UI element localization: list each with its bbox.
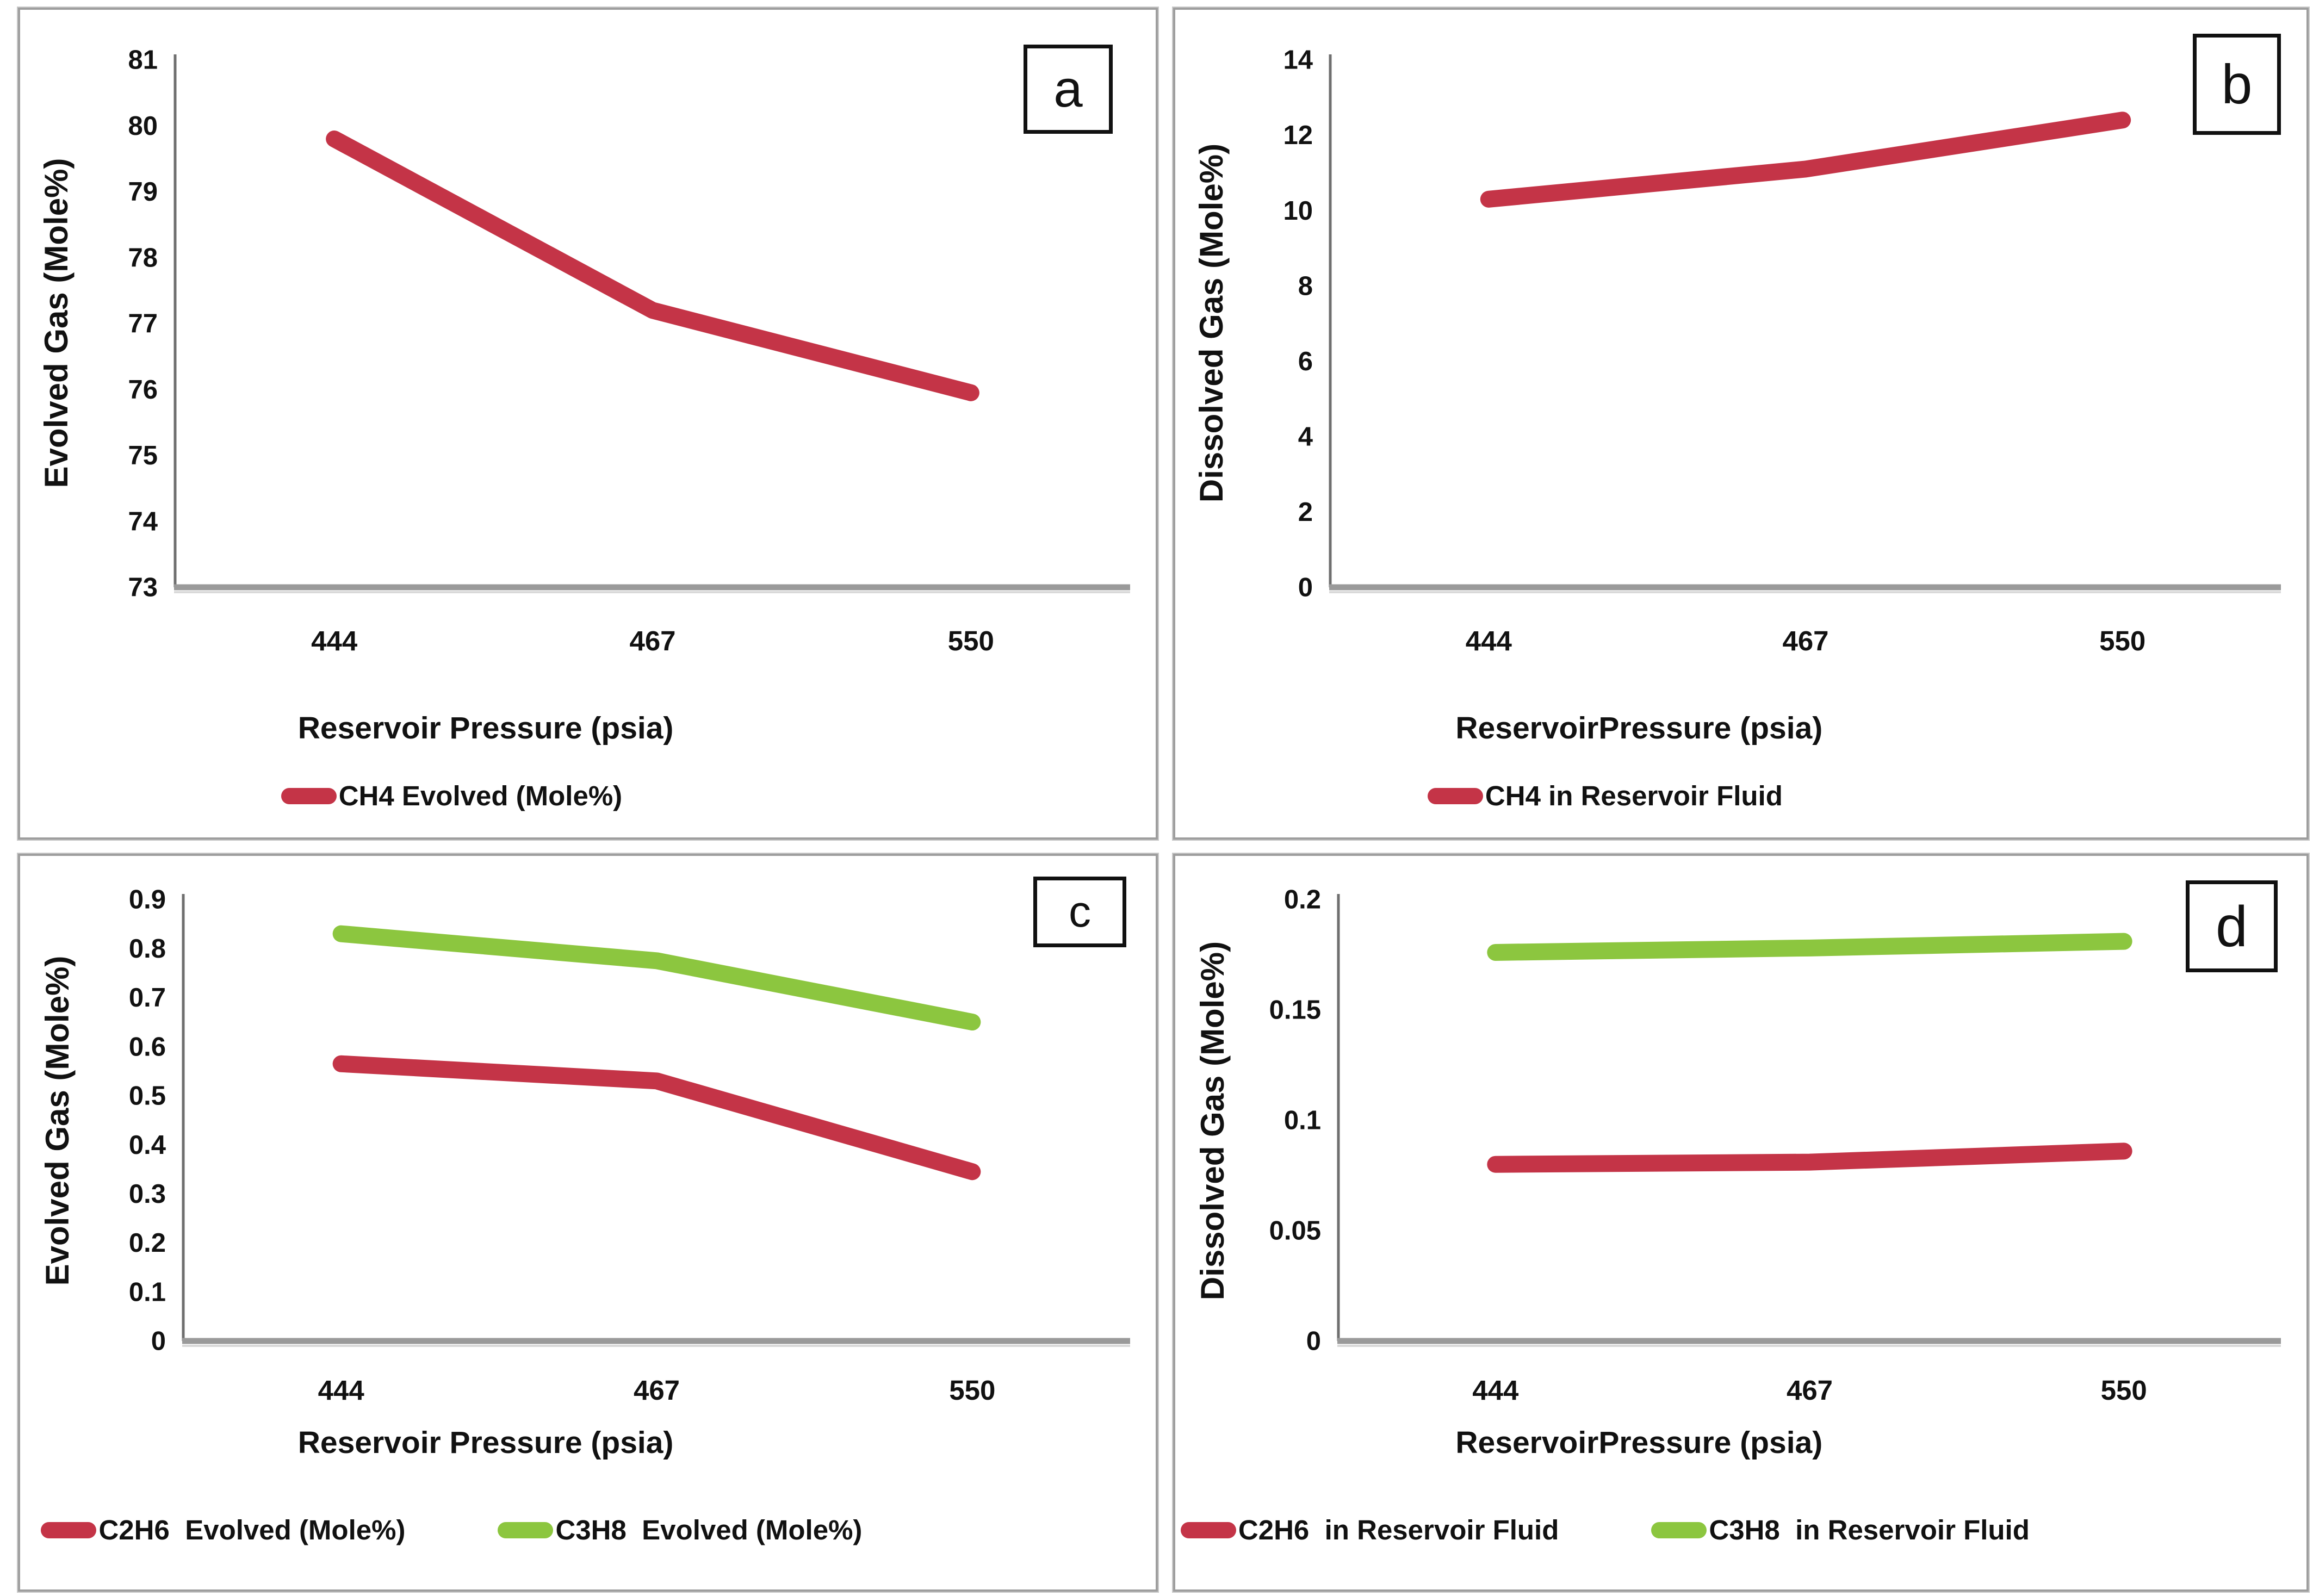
legend: CH4 Evolved (Mole%) bbox=[20, 780, 883, 811]
x-axis-title: ReservoirPressure (psia) bbox=[1455, 1425, 1823, 1460]
y-tick-label: 0 bbox=[1306, 1327, 1321, 1356]
x-axis-title: Reservoir Pressure (psia) bbox=[297, 1425, 674, 1460]
y-tick-label: 75 bbox=[128, 441, 158, 470]
series-line-red bbox=[326, 131, 979, 401]
legend-label: C2H6 in Reservoir Fluid bbox=[1238, 1514, 1559, 1545]
y-tick-label: 0.15 bbox=[1269, 996, 1321, 1025]
plot-area: 0 0.1 0.2 0.3 0.4 0.5 0.6 0.7 0.8 0.9 444 467 550 bbox=[129, 885, 1130, 1406]
y-tick-label: 2 bbox=[1298, 498, 1313, 527]
y-tick-label: 4 bbox=[1298, 423, 1313, 452]
x-tick-label: 550 bbox=[2099, 625, 2145, 656]
x-axis-title: Reservoir Pressure (psia) bbox=[297, 711, 674, 746]
y-tick-label: 80 bbox=[128, 111, 158, 141]
panel-label-box: b bbox=[2193, 34, 2281, 135]
legend: C2H6 in Reservoir Fluid C3H8 in Reservoir… bbox=[1175, 1514, 2035, 1545]
y-tick-label: 0.6 bbox=[129, 1032, 166, 1061]
panel-a: a Evolved Gas (Mole%) 73 74 75 76 77 78 79 80 81… bbox=[18, 8, 1158, 840]
x-tick-label: 467 bbox=[1787, 1375, 1833, 1406]
y-tick-label: 10 bbox=[1283, 196, 1313, 226]
panel-label-box: d bbox=[2186, 880, 2278, 972]
y-tick-label: 76 bbox=[128, 375, 158, 405]
x-tick-label: 467 bbox=[1782, 625, 1828, 656]
y-tick-label: 12 bbox=[1283, 121, 1313, 150]
legend-marker-red bbox=[41, 1522, 97, 1539]
legend-label: C2H6 Evolved (Mole%) bbox=[98, 1514, 406, 1545]
panel-d: d Dissolved Gas (Mole%) 0 0.05 0.1 0.15 0.2 4… bbox=[1173, 854, 2309, 1592]
plot-area: 73 74 75 76 77 78 79 80 81 444 467 550 bbox=[128, 46, 1130, 656]
panel-label: a bbox=[1053, 60, 1083, 118]
x-tick-label: 467 bbox=[634, 1375, 680, 1406]
y-tick-label: 78 bbox=[128, 243, 158, 272]
series-line-green bbox=[332, 925, 981, 1031]
y-tick-label: 0 bbox=[151, 1327, 166, 1356]
legend: C2H6 Evolved (Mole%) C3H8 Evolved (Mole%) bbox=[20, 1514, 883, 1545]
x-tick-label: 550 bbox=[949, 1375, 995, 1406]
series-line-red bbox=[1480, 111, 2131, 208]
y-tick-label: 81 bbox=[128, 46, 158, 75]
y-tick-label: 74 bbox=[128, 507, 158, 536]
y-tick-label: 77 bbox=[128, 309, 158, 339]
x-tick-label: 444 bbox=[1466, 625, 1512, 656]
legend-item: C3H8 Evolved (Mole%) bbox=[498, 1514, 863, 1545]
panel-label-box: a bbox=[1024, 45, 1113, 134]
x-tick-label: 550 bbox=[2101, 1375, 2147, 1406]
x-tick-label: 550 bbox=[948, 625, 994, 656]
y-tick-label: 0.3 bbox=[129, 1179, 166, 1209]
y-tick-label: 0.1 bbox=[1284, 1106, 1321, 1135]
series-line-red bbox=[1487, 1142, 2132, 1173]
plot-area: 0 2 4 6 8 10 12 14 444 467 550 bbox=[1283, 46, 2281, 656]
legend-item: CH4 in Reservoir Fluid bbox=[1427, 780, 1783, 811]
y-tick-label: 14 bbox=[1283, 46, 1313, 75]
y-tick-label: 0.5 bbox=[129, 1082, 166, 1111]
x-tick-label: 444 bbox=[311, 625, 358, 656]
y-tick-label: 8 bbox=[1298, 271, 1313, 301]
y-tick-label: 0.4 bbox=[129, 1131, 166, 1160]
panel-label: b bbox=[2221, 53, 2253, 115]
legend-marker-red bbox=[1427, 788, 1483, 805]
plot-area: 0 0.05 0.1 0.15 0.2 444 467 550 bbox=[1269, 885, 2281, 1406]
panel-label: d bbox=[2216, 894, 2248, 959]
x-tick-label: 467 bbox=[629, 625, 675, 656]
y-tick-label: 0.2 bbox=[129, 1228, 166, 1258]
legend-item: CH4 Evolved (Mole%) bbox=[281, 780, 623, 811]
legend-marker-green bbox=[1651, 1522, 1707, 1539]
y-tick-label: 79 bbox=[128, 177, 158, 207]
legend-marker-red bbox=[1180, 1522, 1236, 1539]
legend-label: CH4 Evolved (Mole%) bbox=[338, 780, 623, 811]
y-tick-label: 0.1 bbox=[129, 1277, 166, 1307]
y-tick-label: 0.9 bbox=[129, 885, 166, 915]
legend-item: C3H8 in Reservoir Fluid bbox=[1651, 1514, 2030, 1545]
x-tick-label: 444 bbox=[318, 1375, 365, 1406]
legend-label: C3H8 in Reservoir Fluid bbox=[1709, 1514, 2030, 1545]
panel-c: c Evolved Gas (Mole%) 0 0.1 0.2 0.3 0.4 0.5 0.… bbox=[18, 854, 1158, 1592]
series-line-red bbox=[332, 1055, 981, 1181]
legend: CH4 in Reservoir Fluid bbox=[1175, 780, 2035, 811]
series-line-green bbox=[1487, 933, 2132, 961]
legend-marker-red bbox=[281, 788, 337, 805]
y-tick-label: 0.05 bbox=[1269, 1216, 1321, 1246]
y-tick-label: 0.8 bbox=[129, 934, 166, 964]
panel-label-box: c bbox=[1033, 877, 1126, 947]
legend-marker-green bbox=[498, 1522, 554, 1539]
panel-b: b Dissolved Gas (Mole%) 0 2 4 6 8 10 12 14 444 46… bbox=[1173, 8, 2309, 840]
legend-item: C2H6 in Reservoir Fluid bbox=[1180, 1514, 1559, 1545]
y-tick-label: 0 bbox=[1298, 573, 1313, 603]
legend-label: CH4 in Reservoir Fluid bbox=[1485, 780, 1783, 811]
y-tick-label: 73 bbox=[128, 573, 158, 603]
y-tick-label: 0.7 bbox=[129, 983, 166, 1013]
legend-item: C2H6 Evolved (Mole%) bbox=[41, 1514, 406, 1545]
y-tick-label: 6 bbox=[1298, 347, 1313, 376]
y-tick-label: 0.2 bbox=[1284, 885, 1321, 915]
legend-label: C3H8 Evolved (Mole%) bbox=[555, 1514, 863, 1545]
panel-label: c bbox=[1069, 887, 1091, 936]
x-axis-title: ReservoirPressure (psia) bbox=[1455, 711, 1823, 746]
x-tick-label: 444 bbox=[1472, 1375, 1519, 1406]
